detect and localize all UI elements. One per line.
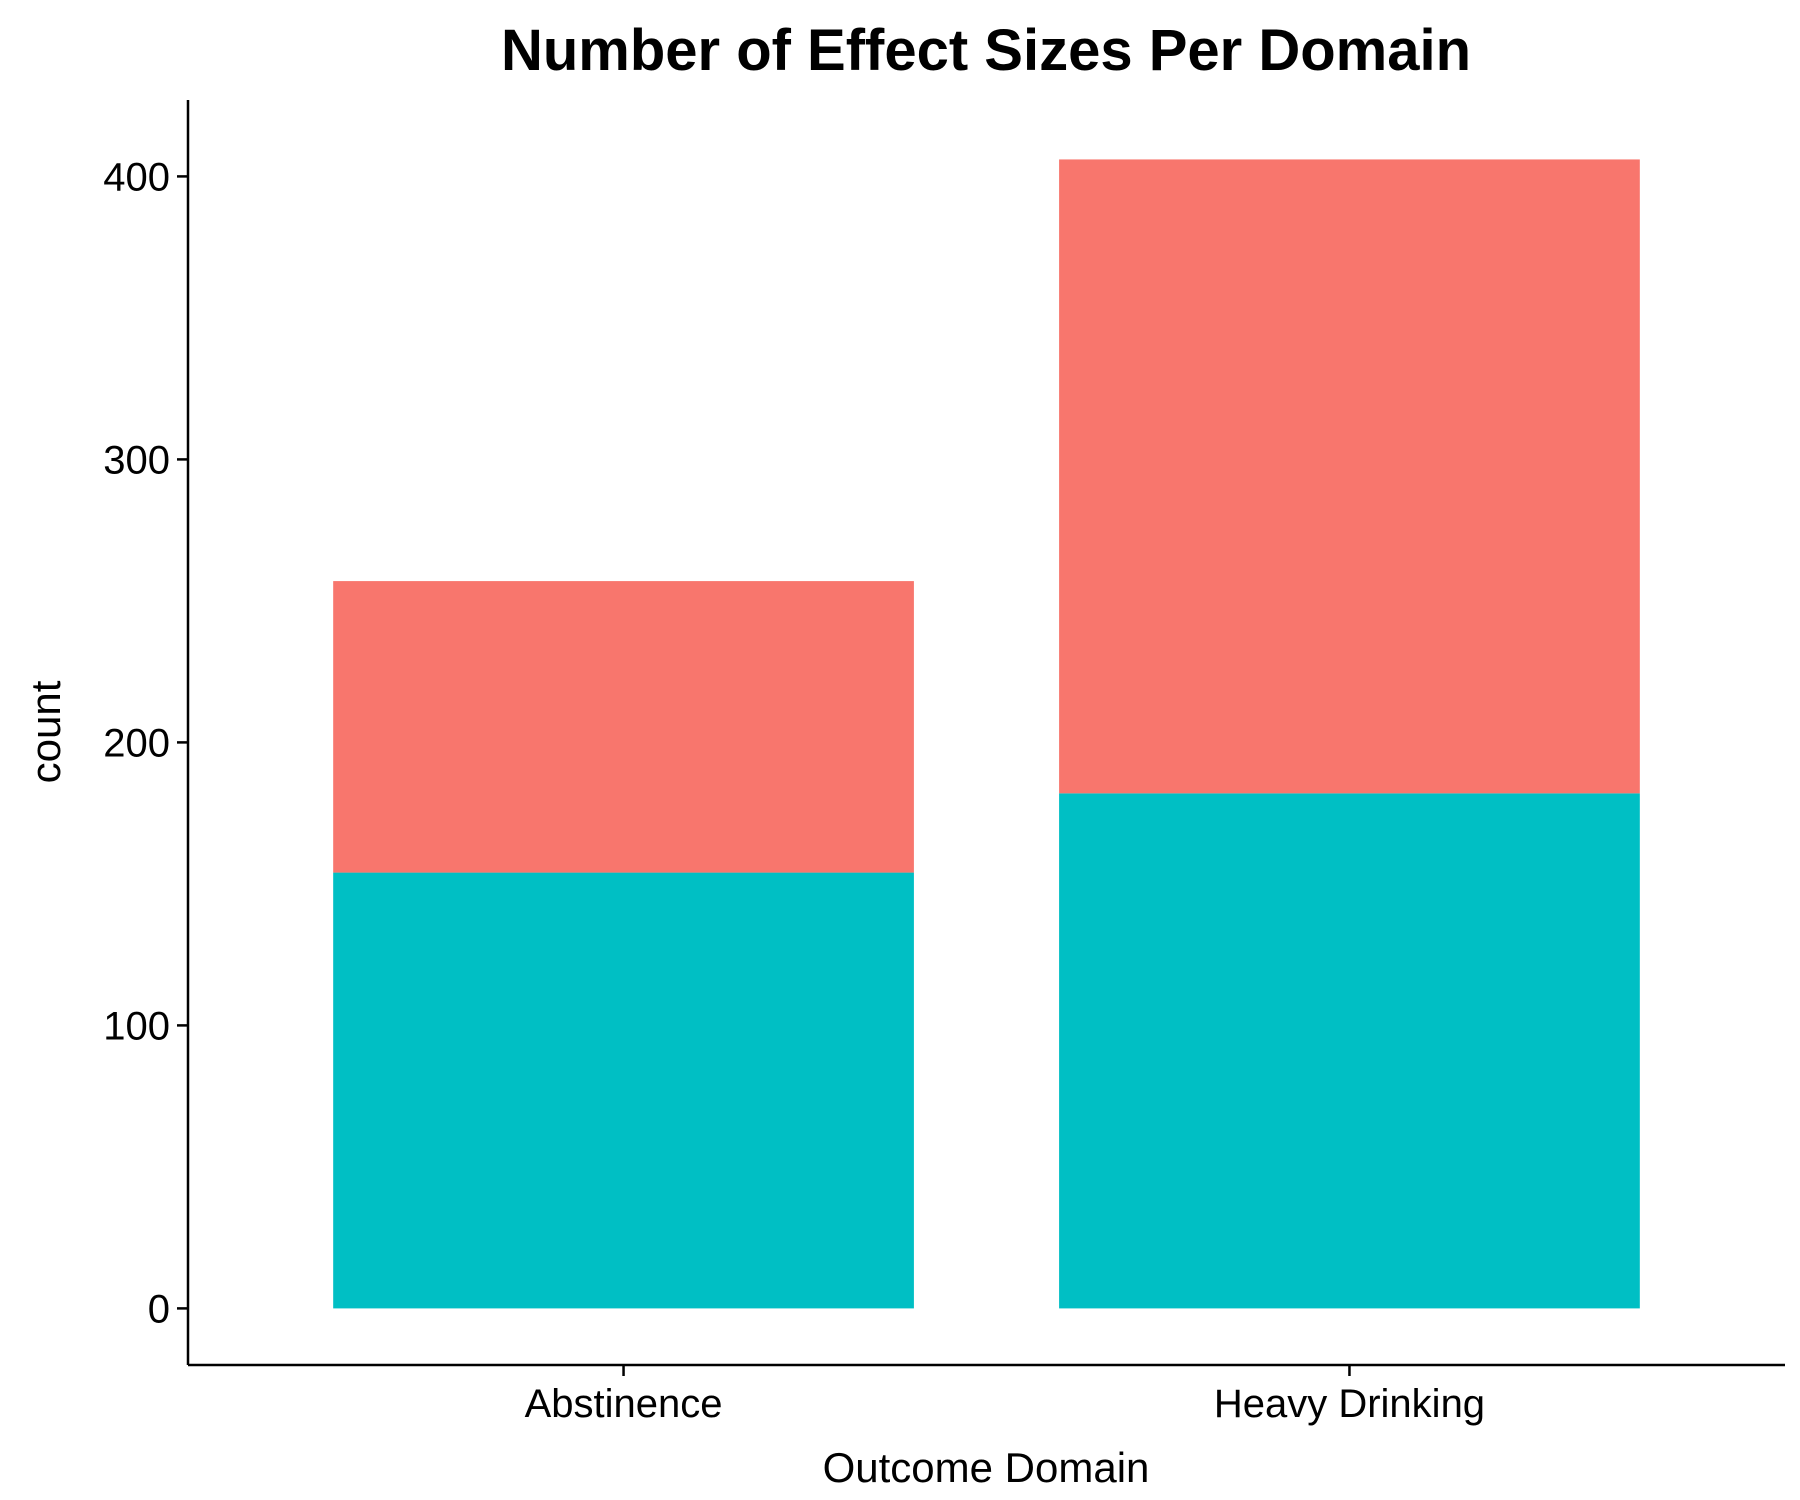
bars [333, 159, 1640, 1309]
x-tick-label: Heavy Drinking [1214, 1382, 1485, 1426]
bar-segment-abstinence-0 [333, 872, 914, 1309]
y-tick-label: 0 [148, 1287, 170, 1331]
y-tick-label: 100 [103, 1004, 170, 1048]
y-tick-label: 400 [103, 155, 170, 199]
x-axis-ticks: Abstinence Heavy Drinking [525, 1365, 1485, 1426]
chart-title: Number of Effect Sizes Per Domain [501, 18, 1471, 83]
bar-segment-heavy-drinking-0 [1059, 793, 1640, 1309]
y-tick-label: 200 [103, 721, 170, 765]
x-tick-label: Abstinence [525, 1382, 723, 1426]
y-axis-title: count [22, 680, 69, 783]
y-tick-label: 300 [103, 438, 170, 482]
y-axis-ticks: 0 100 200 300 400 [103, 155, 188, 1331]
bar-segment-heavy-drinking-1 [1059, 159, 1640, 794]
x-axis-title: Outcome Domain [823, 1444, 1150, 1491]
bar-segment-abstinence-1 [333, 581, 914, 873]
